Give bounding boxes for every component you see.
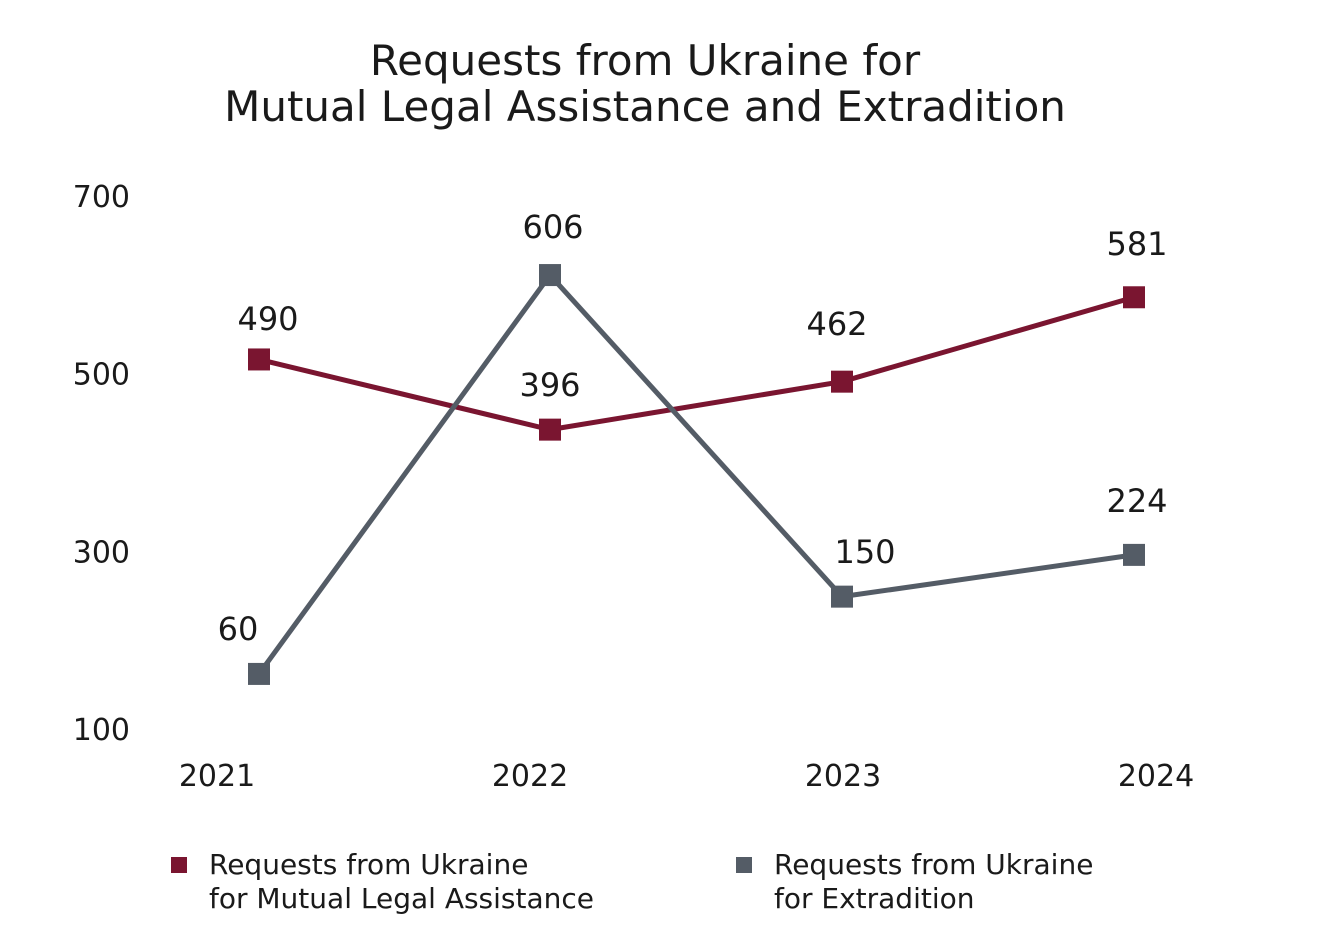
- chart-title-line-1: Requests from Ukraine for: [369, 36, 921, 85]
- legend-label-mla-line-1: Requests from Ukraine: [209, 848, 529, 881]
- y-tick-label-2: 300: [73, 535, 130, 570]
- legend-swatch-extradition: [736, 857, 752, 873]
- data-label-s1-2: 150: [834, 533, 895, 571]
- data-label-s0-0: 490: [237, 300, 298, 338]
- y-tick-label-3: 100: [73, 713, 130, 748]
- data-label-s0-3: 581: [1106, 225, 1167, 263]
- legend-item-mla: Requests from Ukraine for Mutual Legal A…: [171, 848, 594, 916]
- data-label-s1-1: 606: [522, 208, 583, 246]
- legend-item-extradition: Requests from Ukraine for Extradition: [736, 848, 1093, 916]
- data-point-s0-0: [248, 348, 270, 371]
- data-point-s1-3: [1123, 543, 1145, 566]
- data-label-s0-2: 462: [806, 305, 867, 343]
- x-tick-label-3: 2024: [1118, 759, 1194, 794]
- data-point-s1-1: [539, 264, 561, 287]
- data-label-s0-1: 396: [519, 366, 580, 404]
- chart-title: Requests from Ukraine for Mutual Legal A…: [0, 38, 1290, 130]
- data-point-s0-3: [1123, 286, 1145, 309]
- x-tick-label-0: 2021: [179, 759, 255, 794]
- data-point-s1-2: [831, 585, 853, 608]
- legend-label-extradition-line-2: for Extradition: [774, 882, 975, 915]
- y-tick-label-1: 500: [73, 358, 130, 393]
- series-line-0: [256, 294, 1137, 433]
- series-line-1: [256, 272, 1137, 677]
- legend-label-extradition: Requests from Ukraine for Extradition: [774, 848, 1093, 916]
- x-tick-label-2: 2023: [805, 759, 881, 794]
- legend-label-extradition-line-1: Requests from Ukraine: [774, 848, 1094, 881]
- legend-label-mla-line-2: for Mutual Legal Assistance: [209, 882, 595, 915]
- data-point-s0-1: [539, 418, 561, 441]
- data-point-s1-0: [248, 662, 270, 685]
- data-label-s1-0: 60: [218, 610, 259, 648]
- data-label-s1-3: 224: [1106, 482, 1167, 520]
- x-tick-label-1: 2022: [492, 759, 568, 794]
- y-tick-label-0: 700: [73, 180, 130, 215]
- legend-swatch-mla: [171, 857, 187, 873]
- legend-label-mla: Requests from Ukraine for Mutual Legal A…: [209, 848, 594, 916]
- chart-title-line-2: Mutual Legal Assistance and Extradition: [224, 82, 1066, 131]
- data-point-s0-2: [831, 370, 853, 393]
